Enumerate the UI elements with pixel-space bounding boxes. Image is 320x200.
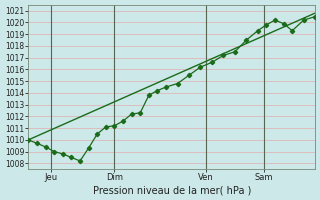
X-axis label: Pression niveau de la mer( hPa ): Pression niveau de la mer( hPa ) [92,185,251,195]
